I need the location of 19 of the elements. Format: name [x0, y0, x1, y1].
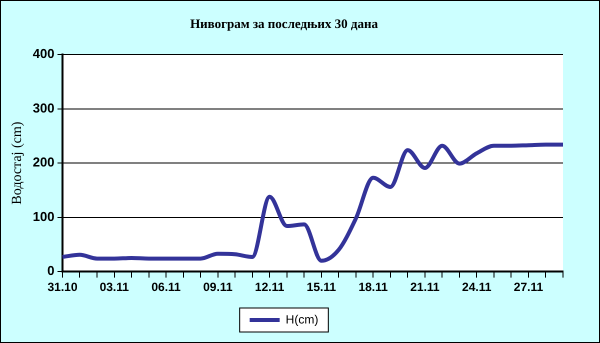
y-axis-title: Водостај (cm)	[10, 121, 26, 205]
legend-label: H(cm)	[286, 312, 318, 326]
y-tick-label: 100	[32, 208, 54, 224]
x-tick-label: 15.11	[306, 280, 336, 294]
y-tick-label: 300	[32, 100, 54, 116]
x-tick-label: 31.10	[47, 280, 78, 294]
line-series	[60, 142, 565, 263]
y-tick-label: 0	[47, 263, 54, 278]
x-tick-label: 03.11	[100, 280, 130, 294]
x-tick-label: 12.11	[254, 280, 285, 294]
x-tick-label: 06.11	[151, 280, 182, 294]
x-tick-label: 09.11	[203, 280, 233, 294]
y-tick-label: 200	[32, 154, 54, 170]
x-tick-label: 24.11	[462, 280, 492, 294]
y-tick-label: 400	[32, 46, 54, 62]
chart-title: Нивограм за последњих 30 дана	[190, 16, 378, 32]
x-tick-label: 18.11	[358, 280, 388, 294]
x-tick-label: 27.11	[514, 280, 544, 294]
x-tick-label: 21.11	[410, 280, 440, 294]
